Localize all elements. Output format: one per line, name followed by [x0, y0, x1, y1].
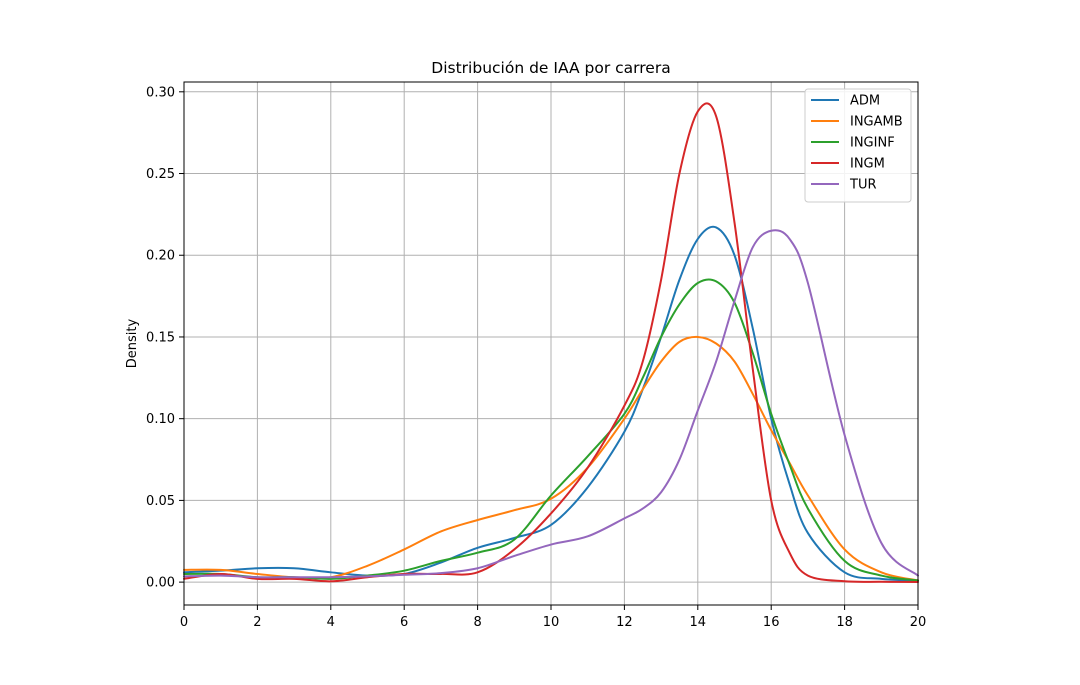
x-tick-label: 14 — [690, 615, 707, 630]
series-lines — [183, 102, 919, 583]
chart-title: Distribución de IAA por carrera — [431, 59, 670, 77]
y-tick-label: 0.05 — [146, 494, 175, 509]
series-line-ingm — [183, 102, 919, 583]
legend-label: ADM — [850, 94, 880, 109]
legend: ADM INGAMB INGINF INGM TUR — [804, 88, 912, 203]
x-tick-label: 18 — [836, 615, 853, 630]
y-tick-label: 0.30 — [146, 85, 175, 100]
y-tick-label: 0.20 — [146, 249, 175, 264]
legend-label: TUR — [849, 178, 877, 193]
series-line-adm — [183, 225, 919, 582]
x-tick-label: 8 — [473, 615, 481, 630]
x-tick-label: 6 — [400, 615, 408, 630]
y-tick-label: 0.15 — [146, 330, 175, 345]
x-tick-label: 12 — [616, 615, 633, 630]
x-tick-label: 0 — [180, 615, 188, 630]
x-tick-label: 10 — [543, 615, 560, 630]
legend-box — [804, 88, 912, 203]
legend-label: INGINF — [850, 136, 895, 151]
x-axis-ticks: 0 2 4 6 8 10 12 14 16 18 20 — [180, 605, 926, 630]
x-tick-label: 4 — [327, 615, 335, 630]
x-tick-label: 16 — [763, 615, 780, 630]
series-line-inginf — [183, 278, 919, 582]
legend-label: INGAMB — [850, 115, 903, 130]
y-tick-label: 0.25 — [146, 167, 175, 182]
x-tick-label: 2 — [253, 615, 261, 630]
legend-label: INGM — [850, 157, 885, 172]
y-tick-label: 0.00 — [146, 576, 175, 591]
y-axis-ticks: 0.00 0.05 0.10 0.15 0.20 0.25 0.30 — [146, 85, 184, 591]
y-tick-label: 0.10 — [146, 412, 175, 427]
y-axis-label: Density — [125, 318, 140, 368]
x-tick-label: 20 — [910, 615, 927, 630]
series-line-tur — [183, 229, 919, 579]
